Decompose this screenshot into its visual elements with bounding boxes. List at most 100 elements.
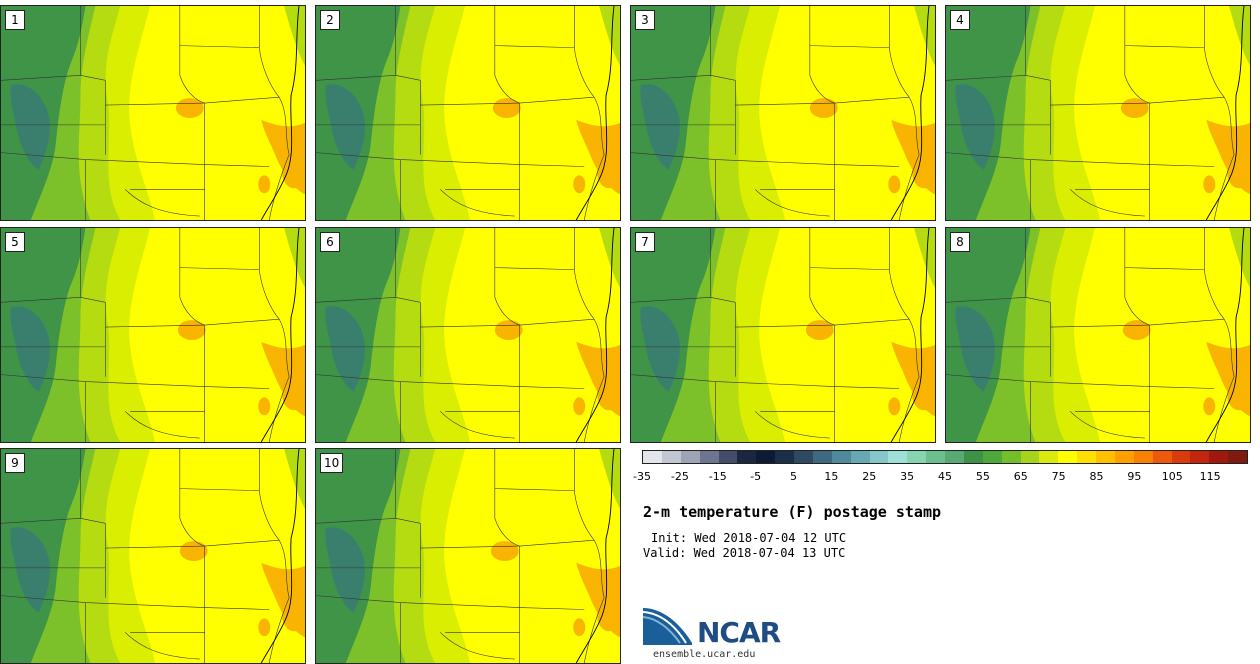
colorbar-tick: 5	[790, 470, 797, 483]
state-boundary	[574, 6, 595, 98]
state-boundary	[204, 164, 270, 167]
hot-spot	[258, 397, 271, 416]
river-line	[890, 6, 930, 220]
colorbar-tick: 75	[1051, 470, 1066, 483]
state-boundary	[420, 102, 520, 106]
colorbar-tick-labels: -35 -25 -15 -5 5 15 25 35 45 55 65 75 85 95 105 115	[633, 470, 1248, 484]
river-line	[575, 6, 615, 220]
state-boundary	[583, 97, 605, 220]
state-boundary	[834, 386, 900, 389]
state-boundary	[889, 6, 910, 98]
colorbar-swatch	[1077, 451, 1096, 463]
colorbar-swatch	[794, 451, 813, 463]
hot-spot	[888, 175, 901, 194]
hot-spot	[597, 156, 620, 189]
state-boundary	[316, 518, 421, 524]
state-boundary	[889, 228, 910, 320]
hot-spot	[179, 541, 208, 561]
hot-spot	[912, 378, 935, 411]
hot-spot	[573, 175, 586, 194]
northeast-mild-region	[599, 228, 620, 288]
state-boundary	[268, 319, 290, 442]
chart-title: 2-m temperature (F) postage stamp	[643, 503, 942, 521]
stamp-panel: 5	[0, 227, 306, 443]
member-number-label: 10	[320, 453, 344, 473]
state-boundary	[898, 97, 920, 220]
state-boundary	[1213, 97, 1235, 220]
state-boundary	[179, 488, 260, 491]
colorbar-swatch	[982, 451, 1002, 463]
high-mountain-region	[10, 306, 50, 392]
member-number-label: 1	[5, 10, 25, 30]
high-mountain-region	[955, 306, 995, 392]
river-line	[575, 449, 615, 663]
river-line	[260, 228, 300, 442]
stamp-panel: 9	[0, 448, 306, 664]
colorbar-tick: 45	[938, 470, 952, 483]
logo-text: NCAR	[697, 616, 781, 649]
state-boundary	[519, 386, 585, 389]
temperature-map	[316, 449, 620, 663]
state-boundary	[1124, 45, 1150, 104]
state-boundary	[124, 632, 200, 660]
state-boundary	[574, 449, 595, 541]
state-boundary	[204, 607, 270, 610]
river-line	[1205, 228, 1245, 442]
high-mountain-region	[325, 84, 365, 170]
colorbar-tick: 65	[1013, 470, 1028, 483]
state-boundary	[519, 96, 595, 104]
state-boundary	[179, 45, 260, 48]
member-number-label: 9	[5, 453, 25, 473]
colorbar-swatch	[850, 451, 870, 463]
state-boundary	[439, 189, 515, 217]
state-boundary	[574, 228, 595, 320]
state-boundary	[1, 518, 106, 524]
temperature-map	[946, 228, 1250, 442]
stamp-panel: 1	[0, 5, 306, 221]
northeast-mild-region	[1229, 6, 1250, 66]
member-number-label: 8	[950, 232, 970, 252]
hot-spot	[912, 156, 935, 189]
high-mountain-region	[325, 306, 365, 392]
state-boundary	[204, 318, 280, 326]
stamp-panel: 7	[630, 227, 936, 443]
state-boundary	[268, 540, 290, 663]
state-boundary	[898, 319, 920, 442]
state-boundary	[124, 411, 200, 439]
state-boundary	[834, 96, 910, 104]
river-line	[575, 228, 615, 442]
river-line	[1205, 6, 1245, 220]
state-boundary	[809, 267, 835, 326]
high-mountain-region	[10, 527, 50, 613]
high-mountain-region	[10, 84, 50, 170]
state-boundary	[259, 449, 280, 541]
state-boundary	[420, 324, 520, 328]
state-boundary	[259, 6, 280, 98]
colorbar-swatch	[1020, 451, 1040, 463]
colorbar-tick: -35	[633, 470, 651, 483]
state-boundary	[834, 164, 900, 167]
state-boundary	[583, 319, 605, 442]
colorbar-tick: 35	[900, 470, 915, 483]
northeast-mild-region	[284, 449, 305, 509]
colorbar-tick: 115	[1199, 470, 1221, 483]
member-number-label: 6	[320, 232, 340, 252]
hot-spot	[1227, 378, 1250, 411]
hot-spot	[494, 320, 523, 340]
state-boundary	[494, 45, 520, 104]
temperature-map	[1, 6, 305, 220]
colorbar-tick: 95	[1127, 470, 1142, 483]
state-boundary	[204, 96, 280, 104]
state-boundary	[1149, 318, 1225, 326]
temperature-map	[316, 228, 620, 442]
state-boundary	[809, 45, 835, 104]
temperature-map	[1, 228, 305, 442]
colorbar-swatch	[1190, 451, 1210, 463]
hot-spot	[573, 397, 586, 416]
state-boundary	[105, 102, 205, 106]
state-boundary	[259, 228, 280, 320]
state-boundary	[1124, 267, 1150, 326]
hot-spot	[258, 175, 271, 194]
colorbar-swatch	[1152, 451, 1172, 463]
colorbar-swatch	[775, 451, 794, 463]
